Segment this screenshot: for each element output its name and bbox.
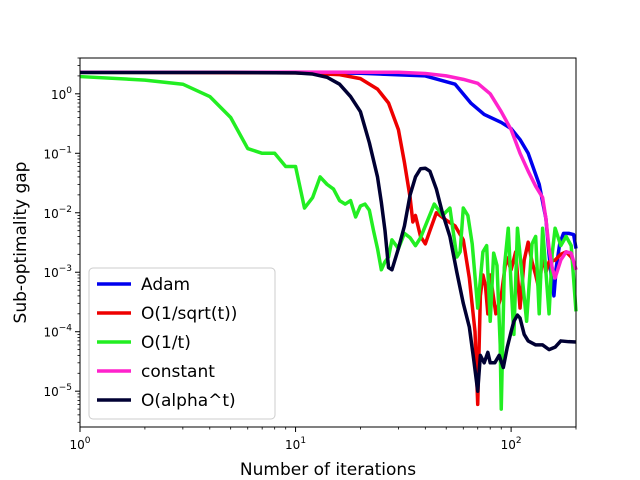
legend: Adam O(1/sqrt(t)) O(1/t) constant O(alpha^t): [88, 267, 276, 420]
series-line-4: [80, 70, 577, 393]
x-tick-label: 102: [501, 436, 522, 452]
y-tick-label: 10−3: [43, 264, 72, 280]
series-line-2: [79, 74, 578, 411]
legend-label: O(alpha^t): [141, 391, 236, 411]
series-line-3: [79, 70, 578, 280]
y-tick-label: 10−2: [43, 205, 72, 221]
plot-frame: [79, 57, 577, 428]
series-line-0: [80, 70, 578, 298]
x-axis-label: Number of iterations: [240, 460, 416, 480]
x-tick-label: 101: [285, 436, 306, 452]
x-tick-label: 100: [69, 436, 90, 452]
legend-label: Adam: [141, 275, 190, 295]
y-axis-label: Sub-optimality gap: [11, 162, 31, 324]
y-tick-label: 10−4: [43, 324, 72, 340]
ticks-layer: 100 101 102 10−5 10−4 10−3 10−2 10−1 100: [43, 57, 577, 452]
legend-label: O(1/sqrt(t)): [141, 304, 237, 324]
legend-label: O(1/t): [141, 333, 191, 353]
legend-box: [88, 267, 276, 420]
y-tick-label: 10−5: [43, 383, 72, 399]
y-tick-label: 10−1: [43, 145, 72, 161]
legend-label: constant: [141, 362, 215, 382]
series-layer: [79, 70, 578, 411]
y-tick-label: 100: [51, 86, 72, 102]
